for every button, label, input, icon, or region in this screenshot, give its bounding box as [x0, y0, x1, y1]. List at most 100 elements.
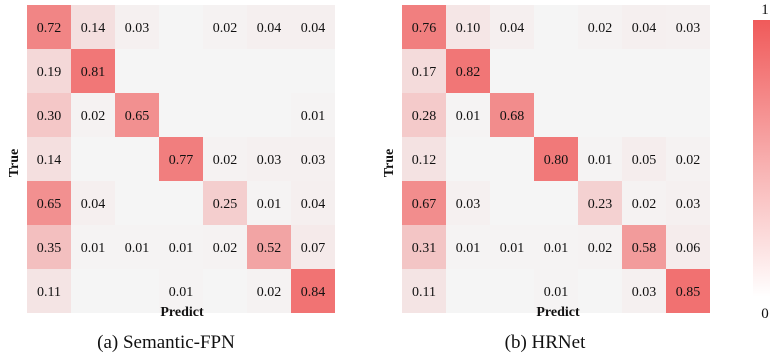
heatmap-cell-value: 0.03 — [301, 153, 326, 168]
heatmap-cell-value: 0.01 — [125, 241, 150, 256]
heatmap-cell — [534, 49, 578, 93]
heatmap-cell — [446, 49, 490, 93]
heatmap-cell-value: 0.67 — [412, 197, 437, 212]
y-axis-label: True — [382, 149, 397, 178]
heatmap-cell-value: 0.02 — [213, 153, 238, 168]
heatmap-cell-value: 0.52 — [257, 241, 282, 256]
heatmap-cell — [534, 93, 578, 137]
heatmap-cell-value: 0.81 — [81, 65, 106, 80]
heatmap-cell — [446, 269, 490, 313]
heatmap-cell — [115, 93, 159, 137]
heatmap-cell — [291, 269, 335, 313]
colorbar-min-label: 0 — [761, 306, 769, 322]
heatmap-cell — [534, 181, 578, 225]
heatmap-cell — [203, 225, 247, 269]
heatmap-cell-value: 0.01 — [588, 153, 613, 168]
heatmap-cell — [247, 137, 291, 181]
heatmap-panel-hrnet: 0.76 0.10 0.04 0.02 0.04 0.03 0.17 0.82 0.28 0.01… — [382, 5, 710, 353]
heatmap-cell-value: 0.01 — [169, 241, 194, 256]
heatmap-cell — [291, 5, 335, 49]
heatmap-cell — [291, 225, 335, 269]
heatmap-cell — [159, 137, 203, 181]
heatmap-cell — [203, 137, 247, 181]
heatmap-cell — [27, 137, 71, 181]
heatmap-cell — [534, 137, 578, 181]
heatmap-cell — [622, 137, 666, 181]
heatmap-cell-value: 0.04 — [81, 197, 106, 212]
heatmap-cell-value: 0.03 — [676, 21, 701, 36]
heatmap-cell-value: 0.02 — [81, 109, 106, 124]
heatmap-cell-value: 0.03 — [456, 197, 481, 212]
heatmap-cell-value: 0.28 — [412, 109, 437, 124]
heatmap-cell — [27, 93, 71, 137]
heatmap-cell — [203, 269, 247, 313]
heatmap-cell — [666, 5, 710, 49]
heatmap-cell — [115, 181, 159, 225]
heatmap-cell-value: 0.80 — [544, 153, 569, 168]
heatmap-cell — [534, 225, 578, 269]
heatmap-cell — [622, 225, 666, 269]
heatmap-cell-value: 0.11 — [37, 285, 61, 300]
heatmap-cell — [578, 225, 622, 269]
heatmap-cell — [490, 225, 534, 269]
heatmap-cell-value: 0.01 — [544, 285, 569, 300]
heatmap-cell — [27, 181, 71, 225]
heatmap-cell — [622, 49, 666, 93]
heatmap-cell — [622, 5, 666, 49]
heatmap-cell — [71, 269, 115, 313]
heatmap-cell — [71, 181, 115, 225]
colorbar: 1 0 — [753, 2, 770, 322]
heatmap-cell — [115, 5, 159, 49]
heatmap-cell — [490, 181, 534, 225]
heatmap-cell-value: 0.10 — [456, 21, 481, 36]
heatmap-cell-value: 0.04 — [257, 21, 282, 36]
heatmap-cell — [402, 269, 446, 313]
heatmap-cell — [115, 49, 159, 93]
heatmap-cell-value: 0.01 — [456, 109, 481, 124]
heatmap-cell — [159, 93, 203, 137]
heatmap-cell — [578, 269, 622, 313]
heatmap-cell — [490, 137, 534, 181]
heatmap-cell-value: 0.77 — [169, 153, 194, 168]
heatmap-cell — [446, 5, 490, 49]
heatmap-cell-value: 0.14 — [81, 21, 106, 36]
heatmap-cell — [490, 269, 534, 313]
heatmap-cell — [159, 49, 203, 93]
x-axis-label: Predict — [536, 305, 580, 320]
heatmap-cell — [71, 93, 115, 137]
heatmap-cell-value: 0.68 — [500, 109, 525, 124]
heatmap-panel-semantic-fpn: 0.72 0.14 0.03 0.02 0.04 0.04 0.19 0.81 0.30 0.02… — [7, 5, 335, 353]
heatmap-cell — [247, 49, 291, 93]
heatmap-cell — [247, 225, 291, 269]
heatmap-cell — [159, 269, 203, 313]
heatmap-cell — [622, 181, 666, 225]
heatmap-cell — [115, 269, 159, 313]
heatmap-cell — [578, 181, 622, 225]
heatmap-cell — [27, 225, 71, 269]
heatmap-cell — [247, 93, 291, 137]
x-axis-label: Predict — [160, 305, 204, 320]
heatmap-cell — [27, 269, 71, 313]
heatmap-cell-value: 0.35 — [37, 241, 62, 256]
heatmap-cell — [203, 181, 247, 225]
heatmap-cell — [71, 137, 115, 181]
heatmap-cell — [115, 225, 159, 269]
heatmap-cell-value: 0.82 — [456, 65, 481, 80]
heatmap-cell-value: 0.02 — [588, 241, 613, 256]
heatmap-cell-value: 0.65 — [37, 197, 62, 212]
heatmap-cell — [446, 181, 490, 225]
heatmap-cell — [666, 269, 710, 313]
heatmap-cell — [446, 225, 490, 269]
heatmap-cell — [291, 181, 335, 225]
heatmap-cell — [666, 137, 710, 181]
colorbar-gradient — [753, 20, 770, 297]
heatmap-cell — [534, 269, 578, 313]
heatmap-cell — [203, 5, 247, 49]
heatmap-cell — [402, 5, 446, 49]
heatmap-cell — [402, 93, 446, 137]
heatmap-cell — [159, 225, 203, 269]
heatmap-cell-value: 0.01 — [500, 241, 525, 256]
heatmap-cell-value: 0.02 — [588, 21, 613, 36]
heatmap-cell-value: 0.30 — [37, 109, 62, 124]
heatmap-cell — [666, 225, 710, 269]
